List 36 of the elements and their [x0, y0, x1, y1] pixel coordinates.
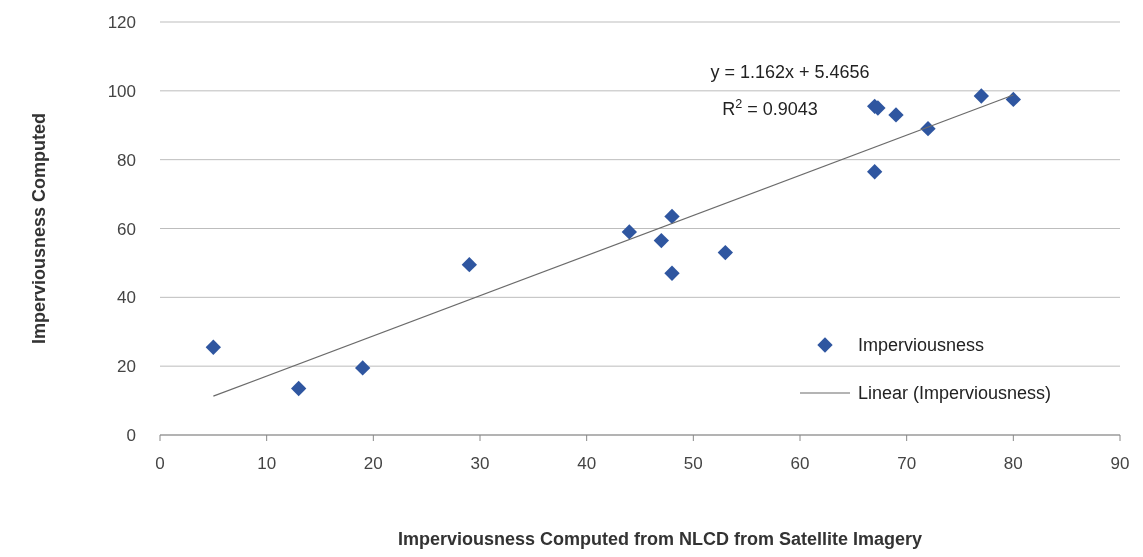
x-tick-label: 60	[790, 454, 810, 473]
x-tick-label: 40	[577, 454, 597, 473]
y-tick-label: 100	[107, 81, 136, 101]
point	[1005, 91, 1021, 108]
x-tick-label: 20	[363, 454, 383, 473]
point	[664, 208, 680, 225]
x-axis-title: Imperviousness Computed from NLCD from Satellite Imagery	[397, 529, 923, 549]
point	[461, 256, 477, 273]
point	[664, 265, 680, 281]
y-tick-label: 20	[117, 357, 136, 377]
legend-label: Linear (Imperviousness)	[858, 383, 1052, 403]
y-tick-label: 40	[117, 288, 136, 308]
annotation: y = 1.162x + 5.4656	[710, 62, 870, 82]
x-tick-label: 70	[897, 454, 917, 473]
point	[291, 380, 307, 397]
point	[653, 232, 669, 249]
y-tick-label: 80	[117, 150, 136, 170]
x-tick-label: 90	[1110, 454, 1130, 473]
point	[621, 224, 637, 240]
y-tick-label: 120	[107, 13, 136, 32]
x-tick-label: 80	[1003, 454, 1023, 473]
legend-label: Imperviousness	[858, 335, 985, 355]
x-tick-label: 10	[257, 454, 277, 473]
point	[888, 107, 904, 123]
point	[973, 88, 989, 104]
point	[867, 164, 883, 180]
point	[205, 339, 221, 355]
annotation: R$^{2}$ = 0.9043	[722, 97, 818, 119]
y-tick-label: 60	[117, 219, 136, 239]
x-tick-label: 30	[470, 454, 490, 473]
x-tick-label: 50	[683, 454, 703, 473]
x-tick-label: 0	[155, 454, 165, 473]
y-axis-title: Imperviousness Computed	[29, 112, 49, 345]
y-tick-label: 0	[126, 426, 136, 445]
point	[355, 360, 371, 376]
point	[717, 244, 733, 261]
